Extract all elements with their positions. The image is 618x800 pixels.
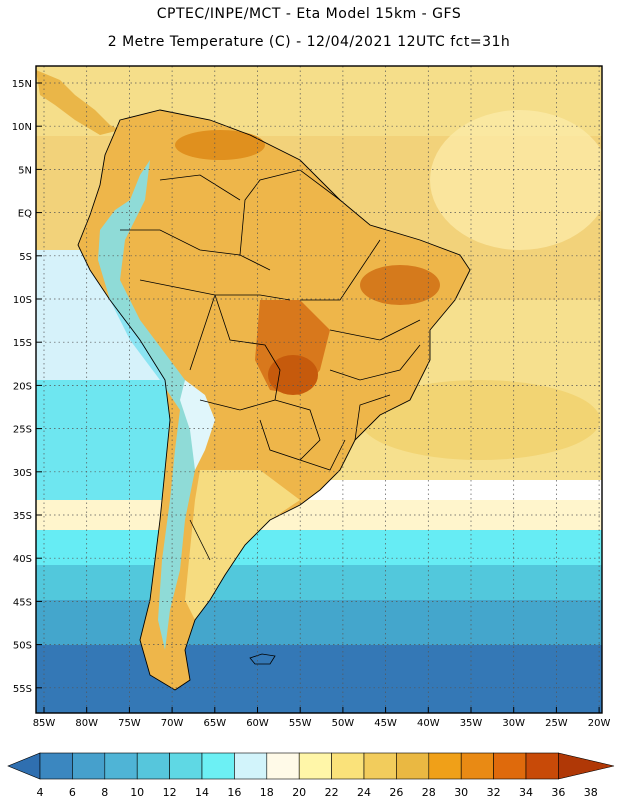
colorbar-label: 20	[292, 786, 306, 799]
colorbar-label: 30	[454, 786, 468, 799]
colorbar-label: 36	[551, 786, 565, 799]
colorbar-swatch	[525, 752, 559, 780]
ocean-warm-patch-atlantic	[430, 110, 602, 250]
lat-tick-label: 10N	[12, 122, 32, 133]
colorbar-label: 26	[389, 786, 403, 799]
map-frame	[35, 65, 603, 714]
colorbar-label: 6	[69, 786, 76, 799]
lat-tick-label: 45S	[13, 597, 32, 608]
falkland-islands	[249, 653, 276, 665]
ocean-deep-blue	[36, 645, 602, 713]
map-title-line2: 2 Metre Temperature (C) - 12/04/2021 12U…	[107, 34, 511, 50]
ocean-warm-patch-south	[360, 380, 600, 460]
country-borders	[120, 169, 421, 561]
lon-tick-label: 50W	[332, 718, 355, 729]
colorbar-swatch	[493, 752, 527, 780]
colorbar-swatch	[460, 752, 494, 780]
ocean-south-blue	[36, 600, 602, 645]
hot-core-venezuela	[175, 130, 265, 160]
colorbar-swatch	[331, 752, 365, 780]
colorbar-swatch	[363, 752, 397, 780]
ocean-south-cyan	[36, 530, 602, 570]
lat-tick-label: 20S	[13, 381, 32, 392]
lat-tick-label: 15S	[13, 338, 32, 349]
lat-tick-label: 25S	[13, 425, 32, 436]
lon-tick-label: 65W	[203, 718, 226, 729]
colorbar-label: 28	[422, 786, 436, 799]
coastline	[77, 109, 471, 691]
colorbar-swatch	[266, 752, 300, 780]
ocean-pacific-cyan	[36, 380, 186, 520]
colorbar-swatch	[104, 752, 138, 780]
colorbar-label: 32	[487, 786, 501, 799]
hot-core-pantanal	[268, 355, 318, 395]
colorbar-label: 16	[227, 786, 241, 799]
andes-cool-strip	[98, 160, 210, 650]
ocean-south-teal	[36, 565, 602, 605]
colorbar-label: 8	[101, 786, 108, 799]
colorbar-swatch	[298, 752, 332, 780]
colorbar-left-arrow	[7, 752, 41, 780]
lon-tick-label: 25W	[545, 718, 568, 729]
map-title-line1: CPTEC/INPE/MCT - Eta Model 15km - GFS	[156, 6, 462, 22]
colorbar-swatch	[201, 752, 235, 780]
lon-tick-label: 70W	[161, 718, 184, 729]
lat-tick-label: 55S	[13, 684, 32, 695]
colorbar-swatch	[39, 752, 73, 780]
lat-tick-label: 40S	[13, 554, 32, 565]
colorbar-swatch	[136, 752, 170, 780]
hot-core-northeast	[360, 265, 440, 305]
lon-tick-label: 55W	[289, 718, 312, 729]
lat-tick-label: 5S	[19, 252, 32, 263]
lat-tick-label: 10S	[13, 295, 32, 306]
colorbar-right-arrow	[558, 752, 615, 780]
lat-tick-label: 15N	[12, 79, 32, 90]
lat-tick-label: 30S	[13, 468, 32, 479]
colorbar-swatch	[169, 752, 203, 780]
lat-tick-label: EQ	[18, 209, 32, 220]
colorbar-swatch	[428, 752, 462, 780]
colorbar-label: 14	[195, 786, 209, 799]
colorbar-label: 12	[163, 786, 177, 799]
colorbar-label: 22	[325, 786, 339, 799]
lat-tick-label: 50S	[13, 641, 32, 652]
lon-tick-label: 45W	[374, 718, 397, 729]
lon-tick-label: 80W	[75, 718, 98, 729]
lon-tick-label: 40W	[417, 718, 440, 729]
colorbar-label: 38	[584, 786, 598, 799]
lon-tick-label: 85W	[33, 718, 56, 729]
lon-tick-label: 30W	[502, 718, 525, 729]
colorbar-label: 34	[519, 786, 533, 799]
lat-tick-label: 5N	[18, 165, 32, 176]
colorbar-swatch	[72, 752, 106, 780]
longitude-axis: 85W 80W 75W 70W 65W 60W 55W 50W 45W 40W 35W 30W 25W 2…	[33, 707, 611, 729]
lat-tick-label: 35S	[13, 511, 32, 522]
colorbar-swatch	[396, 752, 430, 780]
latitude-axis: 15N 10N 5N EQ 5S 10S 15S 20S 25S 30S 35S 40S 45S 50S 5…	[12, 79, 42, 695]
central-america-land	[36, 70, 120, 135]
colorbar-label: 18	[260, 786, 274, 799]
lon-tick-label: 35W	[460, 718, 483, 729]
lon-tick-label: 75W	[118, 718, 141, 729]
lon-tick-label: 60W	[246, 718, 269, 729]
southern-cone-mild	[185, 470, 300, 620]
colorbar-label: 10	[130, 786, 144, 799]
andes-pale-strip	[180, 380, 215, 470]
colorbar-label: 24	[357, 786, 371, 799]
colorbar-swatch	[234, 752, 268, 780]
lon-tick-label: 20W	[588, 718, 611, 729]
colorbar-label: 4	[37, 786, 44, 799]
